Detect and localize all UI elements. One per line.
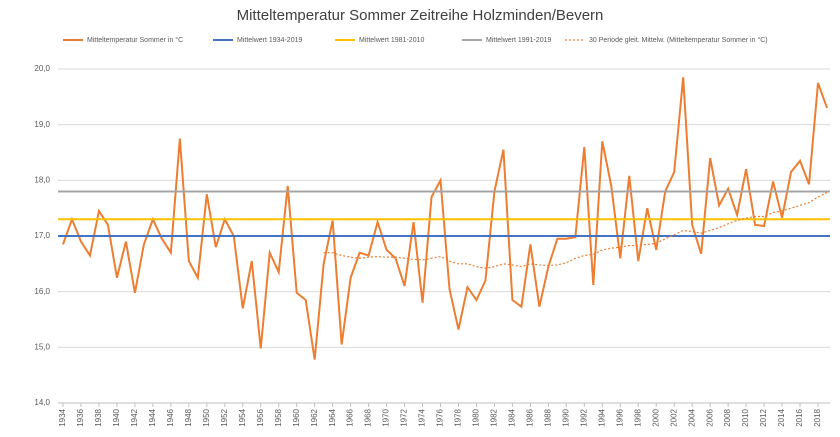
- y-tick-label: 20,0: [34, 64, 50, 73]
- x-tick-label: 2018: [813, 408, 822, 426]
- y-tick-label: 19,0: [34, 120, 50, 129]
- x-tick-label: 2008: [723, 408, 732, 426]
- x-tick-label: 1980: [472, 408, 481, 426]
- x-tick-label: 1976: [436, 408, 445, 426]
- x-tick-label: 1990: [561, 408, 570, 426]
- x-tick-label: 2004: [687, 408, 696, 426]
- y-tick-label: 16,0: [34, 287, 50, 296]
- x-tick-label: 1974: [418, 408, 427, 426]
- legend-label: Mittelwert 1991-2019: [486, 37, 551, 44]
- x-tick-label: 1982: [490, 408, 499, 426]
- y-tick-label: 17,0: [34, 231, 50, 240]
- x-tick-label: 1996: [615, 408, 624, 426]
- x-tick-label: 1948: [184, 408, 193, 426]
- x-tick-label: 2000: [651, 408, 660, 426]
- x-tick-label: 1970: [382, 408, 391, 426]
- x-tick-label: 1944: [148, 408, 157, 426]
- x-tick-label: 1946: [166, 408, 175, 426]
- series-line: [62, 77, 828, 360]
- y-tick-label: 14,0: [34, 398, 50, 407]
- x-tick-label: 1958: [274, 408, 283, 426]
- y-tick-label: 18,0: [34, 175, 50, 184]
- legend-label: 30 Periode gleit. Mittelw. (Mitteltemper…: [589, 36, 768, 44]
- x-tick-label: 1954: [238, 408, 247, 426]
- x-tick-label: 2012: [759, 408, 768, 426]
- x-tick-label: 1972: [400, 408, 409, 426]
- x-tick-label: 1978: [454, 408, 463, 426]
- legend-label: Mittelwert 1934-2019: [237, 37, 302, 44]
- x-tick-label: 1992: [579, 408, 588, 426]
- series-line: [323, 192, 828, 269]
- x-tick-label: 1964: [328, 408, 337, 426]
- x-tick-label: 1988: [543, 408, 552, 426]
- x-tick-label: 1966: [346, 408, 355, 426]
- x-tick-label: 1986: [525, 408, 534, 426]
- x-tick-label: 1960: [292, 408, 301, 426]
- x-tick-label: 1962: [310, 408, 319, 426]
- x-tick-label: 2002: [669, 408, 678, 426]
- chart-title: Mitteltemperatur Sommer Zeitreihe Holzmi…: [237, 7, 604, 24]
- x-tick-label: 1968: [364, 408, 373, 426]
- x-tick-label: 2016: [795, 408, 804, 426]
- x-tick-label: 1940: [112, 408, 121, 426]
- legend-label: Mittelwert 1981-2010: [359, 37, 424, 44]
- x-tick-label: 1950: [202, 408, 211, 426]
- legend-label: Mitteltemperatur Sommer in °C: [87, 36, 183, 44]
- x-tick-label: 2014: [777, 408, 786, 426]
- x-tick-label: 1942: [130, 408, 139, 426]
- x-tick-label: 1998: [633, 408, 642, 426]
- x-tick-label: 1936: [76, 408, 85, 426]
- x-tick-label: 1994: [597, 408, 606, 426]
- y-tick-label: 15,0: [34, 342, 50, 351]
- x-tick-label: 2010: [741, 408, 750, 426]
- x-tick-label: 1984: [508, 408, 517, 426]
- x-tick-label: 1952: [220, 408, 229, 426]
- x-tick-label: 1938: [94, 408, 103, 426]
- x-tick-label: 1956: [256, 408, 265, 426]
- x-tick-label: 1934: [58, 408, 67, 426]
- x-tick-label: 2006: [705, 408, 714, 426]
